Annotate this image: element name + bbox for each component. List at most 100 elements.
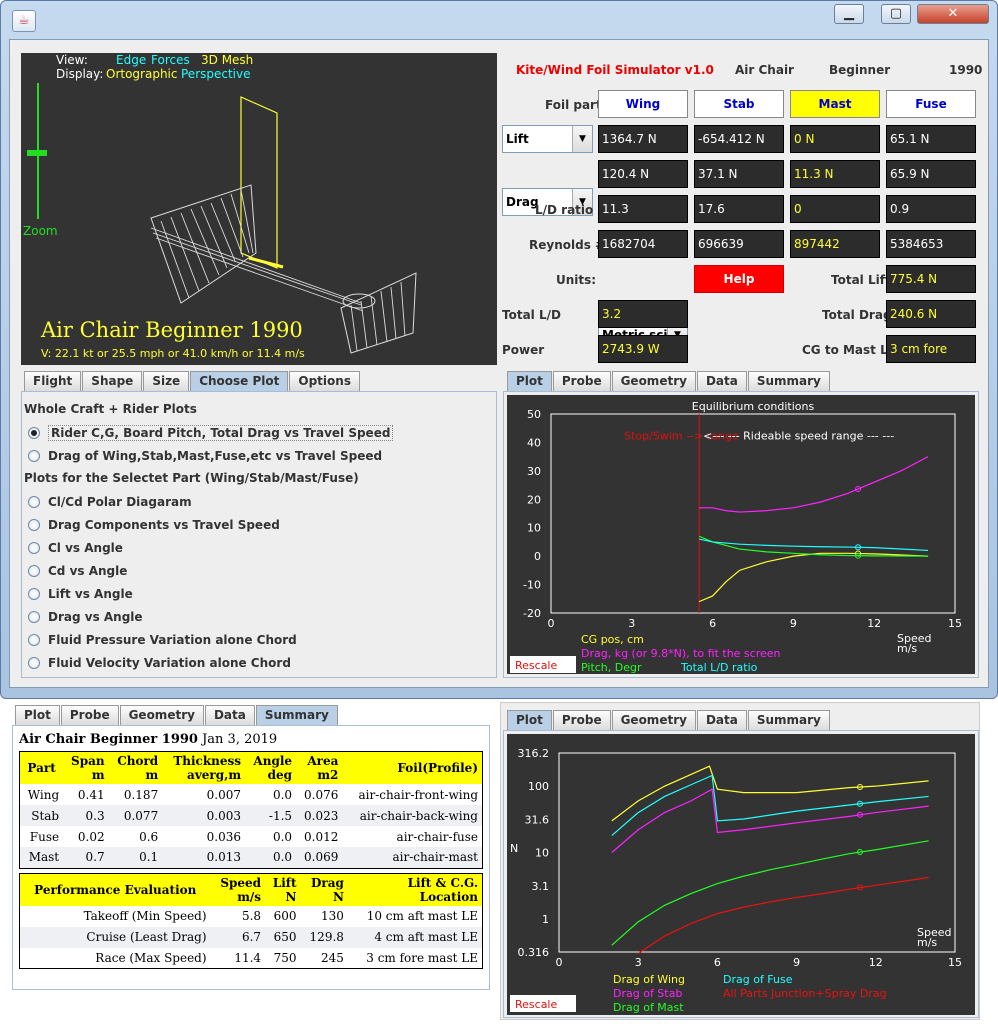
radio-drag-angle[interactable]: Drag vs Angle bbox=[22, 605, 496, 628]
table-row: Race (Max Speed) 11.4 750 245 3 cm fore mast… bbox=[20, 948, 483, 969]
stop-annotation: Stop/Swim --> range bbox=[624, 430, 739, 443]
x-tick-label: 12 bbox=[867, 617, 881, 630]
group-whole-craft: Whole Craft + Rider Plots bbox=[24, 402, 197, 416]
rescale-button-bg bbox=[510, 656, 576, 673]
radio-cd-angle[interactable]: Cd vs Angle bbox=[22, 559, 496, 582]
foil-fuse-button[interactable]: Fuse bbox=[886, 90, 976, 118]
table-cell: 0.023 bbox=[296, 805, 343, 826]
tab-summary[interactable]: Summary bbox=[255, 705, 338, 725]
foil-mast-button[interactable]: Mast bbox=[790, 90, 880, 118]
tab-geometry[interactable]: Geometry bbox=[611, 371, 696, 391]
view-edge-option[interactable]: Edge bbox=[116, 53, 147, 67]
tab-data[interactable]: Data bbox=[204, 705, 255, 725]
tab-shape[interactable]: Shape bbox=[82, 371, 143, 391]
tab-plot[interactable]: Plot bbox=[507, 710, 552, 730]
tab-summary[interactable]: Summary bbox=[747, 710, 830, 730]
series-line bbox=[698, 552, 929, 603]
y-tick-label: 31.6 bbox=[525, 813, 550, 826]
y-axis-label: N bbox=[510, 842, 518, 855]
legend-entry: Drag of Mast bbox=[613, 1001, 684, 1014]
tab-size[interactable]: Size bbox=[143, 371, 190, 391]
level-name: Beginner bbox=[829, 63, 891, 77]
table-cell: 0.076 bbox=[304, 787, 339, 802]
foil-stab-button[interactable]: Stab bbox=[694, 90, 784, 118]
radio-cl-angle[interactable]: Cl vs Angle bbox=[22, 536, 496, 559]
tab-options[interactable]: Options bbox=[289, 371, 360, 391]
lift-select-value: Lift bbox=[506, 132, 529, 146]
radio-polar[interactable]: Cl/Cd Polar Diagaram bbox=[22, 490, 496, 513]
choose-plot-panel: Whole Craft + Rider Plots Rider C,G, Boa… bbox=[21, 391, 497, 678]
table-cell: Thickness averg,m bbox=[162, 751, 246, 784]
tab-probe[interactable]: Probe bbox=[552, 371, 611, 391]
re-stab: 696639 bbox=[694, 230, 784, 258]
radio-pressure[interactable]: Fluid Pressure Variation alone Chord bbox=[22, 628, 496, 651]
table-row: Takeoff (Min Speed) 5.8 600 130 10 cm aft ma… bbox=[20, 906, 483, 927]
maximize-icon: ▢ bbox=[889, 6, 903, 21]
tab-choose-plot[interactable]: Choose Plot bbox=[190, 371, 289, 391]
app-icon[interactable]: ☕ bbox=[12, 10, 36, 32]
view-forces-option[interactable]: Forces bbox=[151, 53, 190, 67]
table-cell: Span m bbox=[63, 751, 109, 784]
tab-data[interactable]: Data bbox=[696, 371, 747, 391]
y-tick-label: 30 bbox=[527, 465, 541, 478]
radio-velocity[interactable]: Fluid Velocity Variation alone Chord bbox=[22, 651, 496, 674]
legend-entry: Drag of Stab bbox=[613, 987, 682, 1000]
series-line bbox=[699, 538, 929, 552]
drag-select[interactable]: Drag ▼ bbox=[502, 188, 593, 216]
y-tick-label: 1 bbox=[542, 913, 549, 926]
maximize-button[interactable]: ▢ bbox=[881, 4, 911, 24]
foil-wing-button[interactable]: Wing bbox=[598, 90, 688, 118]
radio-label: Drag vs Angle bbox=[48, 609, 143, 624]
table-cell: Drag N bbox=[300, 873, 348, 906]
close-button[interactable]: ✕ bbox=[917, 4, 989, 24]
tab-summary[interactable]: Summary bbox=[747, 371, 830, 391]
y-tick-label: 20 bbox=[527, 493, 541, 506]
tab-probe[interactable]: Probe bbox=[552, 710, 611, 730]
display-perspective-option[interactable]: Perspective bbox=[181, 67, 251, 81]
ld-wing: 11.3 bbox=[598, 195, 688, 223]
cg-label: CG to Mast LE bbox=[802, 343, 896, 357]
table-cell: 0.02 bbox=[77, 829, 105, 844]
table-cell: Chord m bbox=[108, 751, 163, 784]
tab-plot[interactable]: Plot bbox=[507, 371, 552, 391]
series-marker bbox=[856, 784, 863, 791]
drag-parts-chart[interactable]: 316.2 100 31.6 10 3.1 1 0.316 0 3 6 9 12 15 N Speedm/s… bbox=[507, 734, 975, 1015]
performance-table: Performance Evaluation Speed m/s Lift N Drag N… bbox=[19, 872, 483, 969]
power-value: 2743.9 W bbox=[598, 335, 688, 363]
table-cell: Part bbox=[19, 751, 64, 784]
view-3dmesh-option[interactable]: 3D Mesh bbox=[201, 53, 254, 67]
ld-mast: 0 bbox=[790, 195, 880, 223]
ld-ratio-label: L/D ratio bbox=[535, 203, 594, 217]
table-cell: 0.41 bbox=[77, 787, 105, 802]
series-marker bbox=[856, 884, 863, 891]
y-tick-label: 0.316 bbox=[518, 946, 550, 959]
y-tick-label: 10 bbox=[535, 846, 549, 859]
table-cell: 10 cm aft mast LE bbox=[366, 909, 478, 923]
series-line bbox=[611, 840, 929, 946]
radio-drag-components[interactable]: Drag Components vs Travel Speed bbox=[22, 513, 496, 536]
table-cell: 650 bbox=[265, 926, 301, 948]
table-cell: 0.036 bbox=[206, 829, 242, 844]
tab-plot[interactable]: Plot bbox=[15, 705, 60, 725]
radio-cg-pitch-drag[interactable]: Rider C,G, Board Pitch, Total Drag vs Tr… bbox=[22, 421, 496, 444]
lift-select[interactable]: Lift ▼ bbox=[502, 125, 593, 153]
minimize-button[interactable]: ▁ bbox=[834, 4, 864, 24]
equilibrium-chart[interactable]: Equilibrium conditions 50 40 30 20 10 0 -10 -20 0… bbox=[507, 395, 975, 674]
tab-geometry[interactable]: Geometry bbox=[119, 705, 204, 725]
radio-lift-angle[interactable]: Lift vs Angle bbox=[22, 582, 496, 605]
range-annotation: <--- --- Rideable speed range --- --- bbox=[703, 430, 894, 443]
tab-geometry[interactable]: Geometry bbox=[611, 710, 696, 730]
table-cell: Angle deg bbox=[245, 751, 297, 784]
help-button[interactable]: Help bbox=[694, 265, 784, 293]
total-drag-value: 240.6 N bbox=[886, 300, 976, 328]
tab-probe[interactable]: Probe bbox=[60, 705, 119, 725]
ld-stab: 17.6 bbox=[694, 195, 784, 223]
tab-data[interactable]: Data bbox=[696, 710, 747, 730]
view-3d[interactable]: View: Edge Forces 3D Mesh Display: Ortog… bbox=[21, 53, 497, 365]
lift-fuse: 65.1 N bbox=[886, 125, 976, 153]
display-ortho-option[interactable]: Ortographic bbox=[106, 67, 178, 81]
table-cell: 0.0 bbox=[245, 847, 297, 868]
tab-flight[interactable]: Flight bbox=[24, 371, 82, 391]
total-ld-value: 3.2 bbox=[598, 300, 688, 328]
radio-drag-parts[interactable]: Drag of Wing,Stab,Mast,Fuse,etc vs Trave… bbox=[22, 444, 496, 467]
